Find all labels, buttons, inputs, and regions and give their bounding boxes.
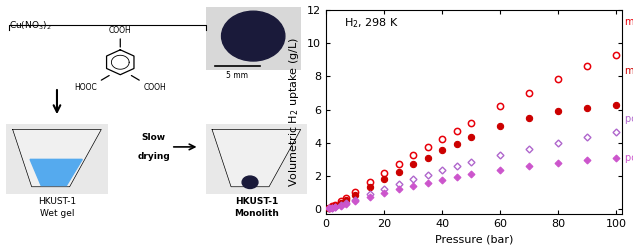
- Circle shape: [222, 11, 285, 61]
- Text: monolith (excess): monolith (excess): [625, 65, 633, 75]
- X-axis label: Pressure (bar): Pressure (bar): [435, 235, 513, 245]
- Text: HOOC: HOOC: [75, 83, 97, 92]
- Circle shape: [242, 176, 258, 188]
- Text: Wet gel: Wet gel: [40, 209, 74, 218]
- Polygon shape: [13, 129, 101, 187]
- Text: powder (total): powder (total): [625, 114, 633, 124]
- Text: COOH: COOH: [143, 83, 166, 92]
- Text: H$_2$, 298 K: H$_2$, 298 K: [344, 16, 399, 30]
- Text: Monolith: Monolith: [234, 209, 279, 218]
- Text: drying: drying: [137, 152, 170, 161]
- Text: Slow: Slow: [141, 133, 166, 142]
- Text: powder (excess): powder (excess): [625, 153, 633, 163]
- FancyBboxPatch shape: [6, 124, 108, 194]
- Y-axis label: Volumetric H$_2$ uptake (g/L): Volumetric H$_2$ uptake (g/L): [287, 37, 301, 187]
- Text: 5 mm: 5 mm: [227, 71, 248, 80]
- Text: monolith (total): monolith (total): [625, 16, 633, 26]
- Text: HKUST-1: HKUST-1: [38, 197, 76, 206]
- Text: Cu(NO$_3$)$_2$: Cu(NO$_3$)$_2$: [9, 20, 52, 32]
- FancyBboxPatch shape: [206, 7, 301, 70]
- Text: HKUST-1: HKUST-1: [235, 197, 278, 206]
- Text: COOH: COOH: [109, 26, 132, 35]
- Polygon shape: [30, 159, 82, 186]
- Polygon shape: [212, 129, 301, 187]
- FancyBboxPatch shape: [206, 124, 307, 194]
